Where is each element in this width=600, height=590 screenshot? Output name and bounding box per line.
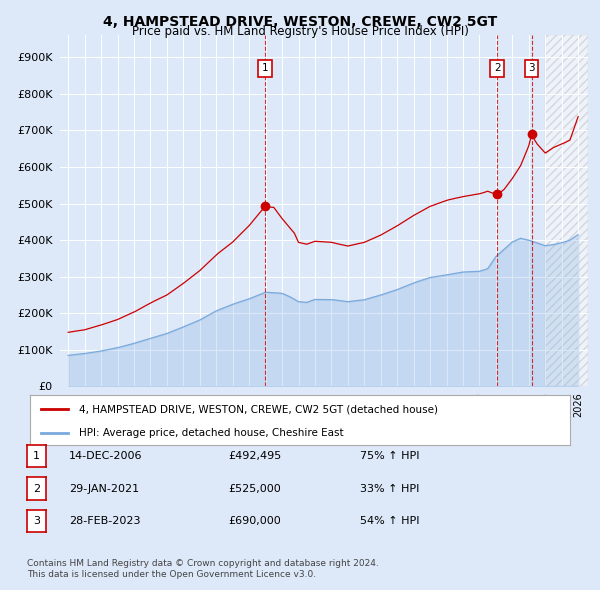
Text: £492,495: £492,495 — [228, 451, 281, 461]
Text: 4, HAMPSTEAD DRIVE, WESTON, CREWE, CW2 5GT (detached house): 4, HAMPSTEAD DRIVE, WESTON, CREWE, CW2 5… — [79, 404, 437, 414]
Text: 2: 2 — [494, 63, 500, 73]
Text: This data is licensed under the Open Government Licence v3.0.: This data is licensed under the Open Gov… — [27, 571, 316, 579]
Text: 28-FEB-2023: 28-FEB-2023 — [69, 516, 140, 526]
Text: 1: 1 — [262, 63, 268, 73]
Text: 54% ↑ HPI: 54% ↑ HPI — [360, 516, 419, 526]
Text: 75% ↑ HPI: 75% ↑ HPI — [360, 451, 419, 461]
Text: 33% ↑ HPI: 33% ↑ HPI — [360, 484, 419, 493]
Text: 1: 1 — [33, 451, 40, 461]
Text: 4, HAMPSTEAD DRIVE, WESTON, CREWE, CW2 5GT: 4, HAMPSTEAD DRIVE, WESTON, CREWE, CW2 5… — [103, 15, 497, 29]
Text: 29-JAN-2021: 29-JAN-2021 — [69, 484, 139, 493]
Text: 3: 3 — [528, 63, 535, 73]
Text: 3: 3 — [33, 516, 40, 526]
Text: £525,000: £525,000 — [228, 484, 281, 493]
Text: £690,000: £690,000 — [228, 516, 281, 526]
Text: Contains HM Land Registry data © Crown copyright and database right 2024.: Contains HM Land Registry data © Crown c… — [27, 559, 379, 568]
Text: 2: 2 — [33, 484, 40, 493]
Text: HPI: Average price, detached house, Cheshire East: HPI: Average price, detached house, Ches… — [79, 428, 343, 438]
Text: Price paid vs. HM Land Registry's House Price Index (HPI): Price paid vs. HM Land Registry's House … — [131, 25, 469, 38]
Text: 14-DEC-2006: 14-DEC-2006 — [69, 451, 143, 461]
